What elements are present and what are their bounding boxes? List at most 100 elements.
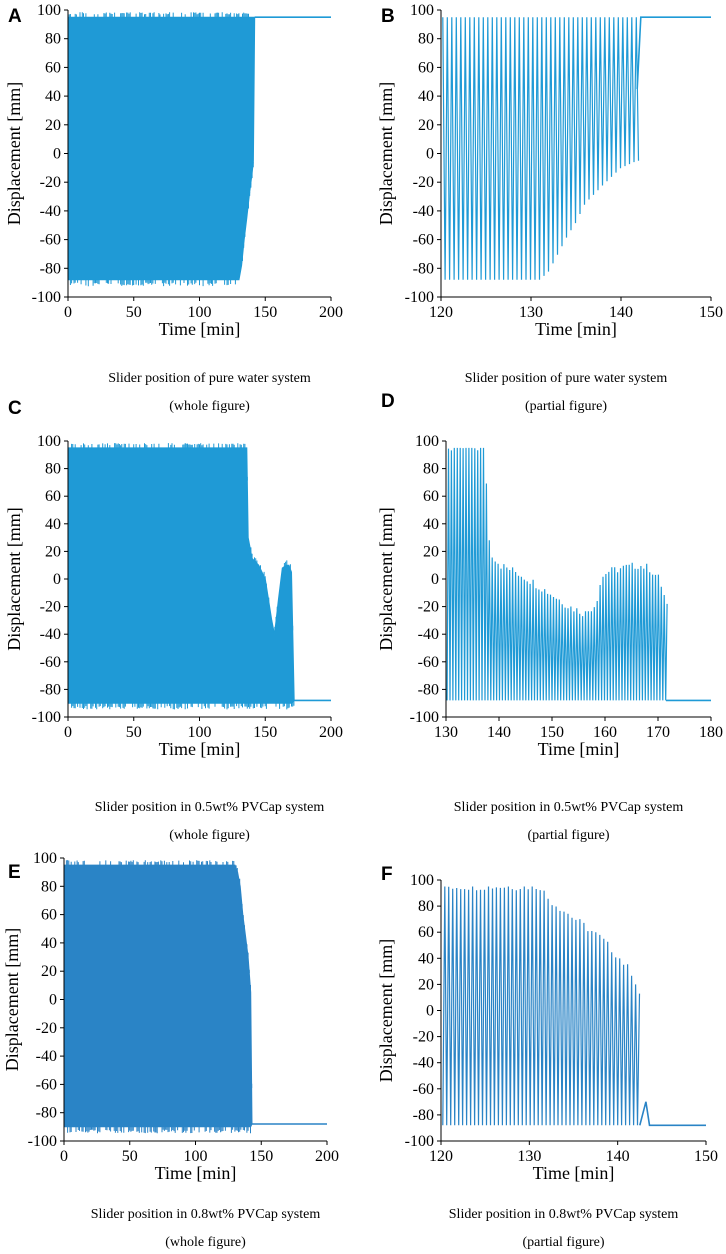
- y-tick-label-a: 20: [45, 117, 61, 134]
- y-tick-label-f: 40: [418, 950, 434, 967]
- y-tick-label-f: -80: [413, 1107, 434, 1124]
- x-axis-title-c: Time [min]: [159, 739, 241, 759]
- y-tick-label-a: -100: [32, 289, 61, 306]
- y-tick-label-d: 80: [423, 461, 439, 478]
- y-tick-label-d: -60: [418, 654, 439, 671]
- y-tick-label-b: 40: [418, 88, 434, 105]
- y-tick-label-a: 80: [45, 31, 61, 48]
- x-tick-label-a: 0: [64, 304, 72, 321]
- caption-title-d: Slider position in 0.5wt% PVCap system: [454, 800, 684, 815]
- y-tick-label-b: 100: [410, 2, 434, 19]
- series-f-oscillation-cycles: [442, 886, 641, 1126]
- y-axis-title-f: Displacement [mm]: [376, 939, 396, 1082]
- x-tick-label-e: 0: [60, 1148, 68, 1165]
- y-tick-label-f: 80: [418, 898, 434, 915]
- y-tick-label-e: -20: [36, 1020, 57, 1037]
- y-tick-label-b: -40: [413, 203, 434, 220]
- y-tick-label-e: 40: [41, 935, 57, 952]
- y-tick-label-d: -100: [410, 709, 439, 726]
- y-tick-label-d: -80: [418, 681, 439, 698]
- y-tick-label-e: 0: [49, 992, 57, 1009]
- y-tick-label-c: -20: [40, 599, 61, 616]
- y-tick-label-b: -80: [413, 260, 434, 277]
- x-tick-label-d: 160: [593, 724, 617, 741]
- y-tick-label-d: 0: [431, 571, 439, 588]
- y-tick-label-a: 60: [45, 59, 61, 76]
- y-tick-label-b: 20: [418, 117, 434, 134]
- y-axis-title-d: Displacement [mm]: [376, 507, 396, 650]
- x-tick-label-f: 150: [694, 1148, 718, 1165]
- y-axis-title-a: Displacement [mm]: [4, 82, 24, 225]
- y-tick-label-e: -80: [36, 1105, 57, 1122]
- x-axis-title-f: Time [min]: [533, 1163, 615, 1183]
- y-tick-label-b: -100: [405, 289, 434, 306]
- y-tick-label-a: 0: [53, 146, 61, 163]
- caption-title-f: Slider position in 0.8wt% PVCap system: [449, 1207, 679, 1222]
- y-tick-label-c: -40: [40, 626, 61, 643]
- caption-title-c: Slider position in 0.5wt% PVCap system: [95, 800, 325, 815]
- x-tick-label-c: 200: [319, 724, 343, 741]
- caption-subtitle-f: (partial figure): [522, 1235, 604, 1250]
- x-tick-label-d: 180: [699, 724, 723, 741]
- x-tick-label-a: 50: [126, 304, 142, 321]
- series-a-dense-oscillation-band: [67, 16, 256, 281]
- series-d-oscillation-cycles: [446, 447, 668, 701]
- y-tick-label-f: 60: [418, 924, 434, 941]
- y-tick-label-f: -60: [413, 1081, 434, 1098]
- panel-c: C -100 -80 -60 -40 -20 0 20 40 60 80 100 0 50 100 150 20…: [4, 398, 343, 843]
- y-tick-label-c: 40: [45, 516, 61, 533]
- y-tick-label-f: 100: [410, 872, 434, 889]
- panel-letter-d: D: [381, 391, 395, 412]
- y-tick-label-e: -100: [28, 1133, 57, 1150]
- x-tick-label-c: 50: [126, 724, 142, 741]
- y-tick-label-c: 80: [45, 461, 61, 478]
- y-tick-label-c: -60: [40, 654, 61, 671]
- caption-title-b: Slider position of pure water system: [465, 371, 668, 386]
- panel-e: E -100 -80 -60 -40 -20 0 20 40 60 80 100 0 50 100 150 20…: [2, 850, 339, 1250]
- y-tick-label-e: 20: [41, 963, 57, 980]
- x-axis-title-d: Time [min]: [538, 739, 620, 759]
- panel-f: F -100 -80 -60 -40 -20 0 20 40 60 80 100 120 130 140 15…: [376, 864, 718, 1250]
- y-tick-label-a: 100: [37, 2, 61, 19]
- y-tick-label-b: 80: [418, 31, 434, 48]
- y-tick-label-a: -60: [40, 232, 61, 249]
- x-tick-label-f: 140: [606, 1148, 630, 1165]
- y-tick-label-f: -100: [405, 1133, 434, 1150]
- panel-letter-b: B: [381, 6, 395, 27]
- y-tick-label-f: -40: [413, 1055, 434, 1072]
- x-tick-label-d: 150: [540, 724, 564, 741]
- y-tick-label-d: -20: [418, 599, 439, 616]
- y-tick-label-d: -40: [418, 626, 439, 643]
- panel-b: B -100 -80 -60 -40 -20 0 20 40 60 80 100 120 130 140 15…: [376, 2, 723, 414]
- y-tick-label-d: 100: [415, 433, 439, 450]
- y-tick-label-a: -20: [40, 174, 61, 191]
- y-tick-label-d: 40: [423, 516, 439, 533]
- series-a-dense-oscillation-band-fringe: [68, 12, 254, 287]
- y-tick-label-e: -60: [36, 1076, 57, 1093]
- y-tick-label-b: -60: [413, 232, 434, 249]
- y-tick-label-f: 20: [418, 976, 434, 993]
- y-tick-label-d: 60: [423, 488, 439, 505]
- y-tick-label-b: 60: [418, 59, 434, 76]
- y-tick-label-e: 100: [33, 850, 57, 867]
- panel-letter-c: C: [8, 398, 22, 419]
- x-tick-label-b: 120: [429, 304, 453, 321]
- panel-a: A -100 -80 -60 -40 -20 0 20 40 60 80 100 0 50 100 150 20…: [4, 2, 343, 414]
- series-b-rest-position: [636, 16, 711, 89]
- x-axis-title-e: Time [min]: [155, 1163, 237, 1183]
- y-tick-label-c: -80: [40, 681, 61, 698]
- x-tick-label-d: 170: [646, 724, 670, 741]
- x-tick-label-b: 150: [699, 304, 723, 321]
- x-tick-label-b: 140: [609, 304, 633, 321]
- y-axis-title-e: Displacement [mm]: [2, 928, 22, 1071]
- caption-title-e: Slider position in 0.8wt% PVCap system: [91, 1207, 321, 1222]
- caption-title-a: Slider position of pure water system: [108, 371, 311, 386]
- x-axis-title-a: Time [min]: [159, 319, 241, 339]
- y-tick-label-c: 20: [45, 543, 61, 560]
- y-tick-label-b: -20: [413, 174, 434, 191]
- panel-letter-a: A: [8, 6, 22, 27]
- y-tick-label-d: 20: [423, 543, 439, 560]
- x-tick-label-b: 130: [519, 304, 543, 321]
- x-tick-label-c: 0: [64, 724, 72, 741]
- y-tick-label-a: -40: [40, 203, 61, 220]
